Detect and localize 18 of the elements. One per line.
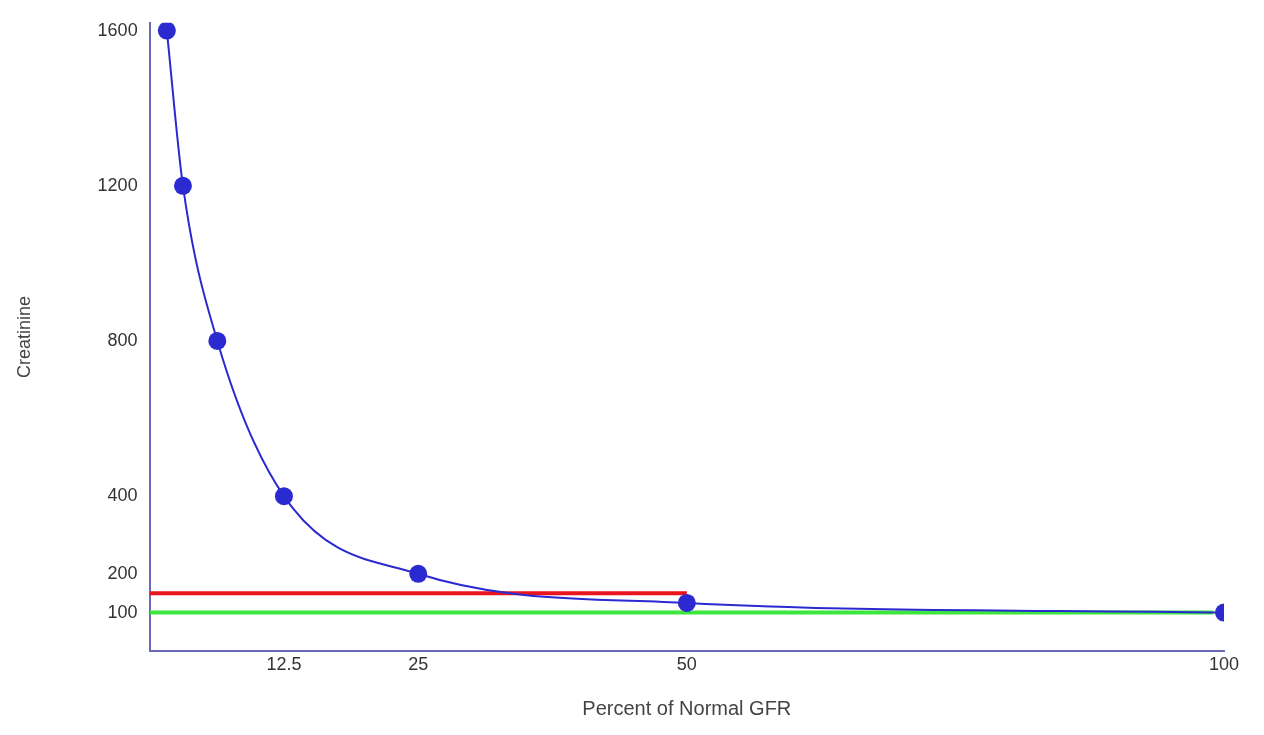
y-tick-label: 400 — [107, 485, 138, 506]
point — [409, 564, 428, 583]
x-tick-label: 12.5 — [266, 654, 302, 675]
x-tick-label: 100 — [1208, 654, 1240, 675]
point — [208, 331, 227, 350]
point — [157, 22, 176, 40]
y-tick-label: 800 — [107, 329, 138, 350]
y-tick-label: 1200 — [97, 174, 138, 195]
y-tick-label: 200 — [107, 562, 138, 583]
x-axis-title: Percent of Normal GFR — [582, 696, 792, 719]
point — [173, 176, 192, 195]
x-tick-label: 50 — [676, 654, 697, 675]
x-tick-label: 25 — [408, 654, 429, 675]
point — [677, 593, 696, 612]
y-tick-label: 1600 — [97, 19, 138, 40]
y-tick-label: 100 — [107, 601, 138, 622]
y-axis-title: Creatinine — [13, 296, 34, 379]
point — [274, 487, 293, 506]
